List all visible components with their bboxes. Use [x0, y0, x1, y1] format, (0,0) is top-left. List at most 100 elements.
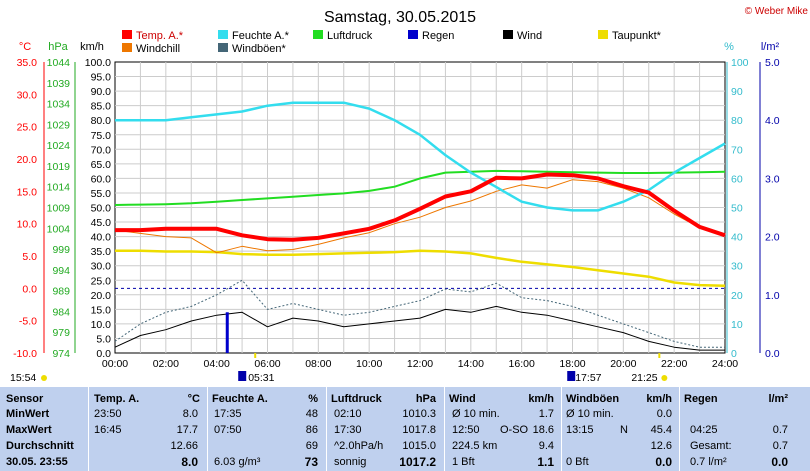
series-line — [115, 101, 726, 212]
table-cell: 17:30 — [334, 424, 362, 436]
legend-label: Windchill — [136, 43, 180, 55]
time-tick-label: 02:00 — [153, 358, 179, 370]
legend-label: Regen — [422, 30, 454, 42]
table-cell: 1017.2 — [399, 455, 436, 469]
legend-swatch — [122, 43, 132, 52]
table-cell: O-SO — [500, 424, 529, 436]
table-cell: 8.0 — [181, 455, 198, 469]
hpa-tick-label: 1019 — [47, 161, 71, 173]
time-tick-label: 04:00 — [204, 358, 230, 370]
kmh-tick-label: 30.0 — [91, 261, 112, 273]
table-header: Sensor — [6, 393, 44, 405]
pct-tick-label: 20 — [731, 290, 743, 302]
pct-tick-label: 0 — [731, 348, 737, 360]
table-cell: 1015.0 — [402, 440, 436, 452]
table-cell: Gesamt: — [690, 440, 732, 452]
table-cell: N — [620, 424, 628, 436]
table-cell: 0.7 — [772, 440, 788, 452]
table-cell: 17:35 — [214, 408, 242, 420]
hpa-tick-label: 1029 — [47, 119, 71, 131]
temp-tick-label: 25.0 — [17, 122, 38, 134]
time-tick-label: 14:00 — [458, 358, 484, 370]
table-cell: 1.7 — [538, 408, 554, 420]
kmh-tick-label: 40.0 — [91, 232, 112, 244]
time-tick-label: 16:00 — [509, 358, 535, 370]
rain-tick-label: 1.0 — [765, 290, 780, 302]
pct-tick-label: 60 — [731, 173, 743, 185]
temp-tick-label: 5.0 — [22, 251, 37, 263]
sun-marks: 15:54 05:31 17:57 21:25 — [10, 353, 668, 384]
kmh-unit-label: km/h — [80, 41, 104, 53]
legend-swatch — [598, 30, 608, 39]
table-cell: 12.66 — [170, 440, 198, 452]
moon-icon — [567, 371, 576, 381]
kmh-tick-label: 10.0 — [91, 319, 112, 331]
kmh-tick-label: 95.0 — [91, 72, 112, 84]
table-cell: 0.0 — [655, 455, 672, 469]
table-cell: 12:50 — [452, 424, 480, 436]
kmh-tick-label: 50.0 — [91, 203, 112, 215]
table-header: Regen — [684, 393, 718, 405]
table-cell: ^2.0hPa/h — [334, 440, 384, 452]
table-cell: Ø 10 min. — [566, 408, 614, 420]
kmh-tick-label: 90.0 — [91, 86, 112, 98]
time-tick-label: 24:00 — [712, 358, 738, 370]
table-cell: 1 Bft — [452, 456, 475, 468]
table-header: Feuchte A. — [212, 393, 268, 405]
table-cell: 86 — [305, 424, 318, 436]
hpa-tick-label: 1014 — [47, 182, 71, 194]
table-cell: 48 — [305, 408, 318, 420]
hpa-unit-label: hPa — [48, 41, 68, 53]
table-header: Wind — [449, 393, 476, 405]
table-cell: 0 Bft — [566, 456, 589, 468]
time-tick-label: 10:00 — [356, 358, 382, 370]
rain-tick-label: 5.0 — [765, 57, 780, 69]
hpa-tick-label: 1039 — [47, 78, 71, 90]
series-line — [114, 279, 725, 348]
pct-tick-label: 30 — [731, 261, 743, 273]
table-divider — [326, 387, 327, 471]
axis-ticks: 35.0 30.0 25.0 20.0 15.0 10.0 5.0 0.0 -5.0 -10.0 1… — [13, 57, 780, 370]
pct-tick-label: 70 — [731, 144, 743, 156]
chart-legend: Temp. A.* Feuchte A.* Luftdruck Regen Wind Ta… — [122, 30, 662, 55]
table-cell: 9.4 — [538, 440, 554, 452]
legend-swatch — [218, 43, 228, 52]
weather-chart: Samstag, 30.05.2015 © Weber Mike Temp. A… — [10, 6, 808, 384]
legend-label: Wind — [517, 30, 542, 42]
pct-tick-label: 90 — [731, 86, 743, 98]
table-cell: 1.1 — [537, 455, 554, 469]
table-row-label: 30.05. 23:55 — [6, 456, 68, 468]
time-tick-label: 08:00 — [305, 358, 331, 370]
temp-tick-label: 30.0 — [17, 89, 38, 101]
legend-swatch — [218, 30, 228, 39]
table-header: l/m² — [768, 393, 788, 405]
rain-tick-label: 3.0 — [765, 173, 780, 185]
table-row-label: MaxWert — [6, 424, 52, 436]
table-cell: 45.4 — [650, 424, 672, 436]
series-line — [115, 172, 726, 242]
hpa-tick-label: 984 — [52, 306, 70, 318]
table-header: Luftdruck — [331, 393, 382, 405]
pct-tick-label: 10 — [731, 319, 743, 331]
hpa-tick-label: 994 — [52, 265, 70, 277]
table-header: °C — [187, 393, 200, 405]
rain-bar — [225, 312, 229, 353]
series-group — [114, 101, 726, 353]
temp-tick-label: 10.0 — [17, 219, 38, 231]
table-header: hPa — [415, 393, 436, 405]
table-cell: 13:15 — [566, 424, 594, 436]
table-cell: 0.0 — [771, 455, 788, 469]
table-divider — [207, 387, 208, 471]
table-divider — [561, 387, 562, 471]
table-cell: 69 — [305, 440, 318, 452]
legend-swatch — [503, 30, 513, 39]
temp-tick-label: 0.0 — [22, 283, 37, 295]
table-row-label: Durchschnitt — [6, 440, 74, 452]
kmh-tick-label: 35.0 — [91, 246, 112, 258]
moon-label: 17:57 — [575, 372, 601, 384]
kmh-tick-label: 20.0 — [91, 290, 112, 302]
table-cell: sonnig — [334, 456, 367, 468]
hpa-tick-label: 1004 — [47, 223, 71, 235]
temp-tick-label: 35.0 — [17, 57, 38, 69]
pct-tick-label: 40 — [731, 232, 743, 244]
